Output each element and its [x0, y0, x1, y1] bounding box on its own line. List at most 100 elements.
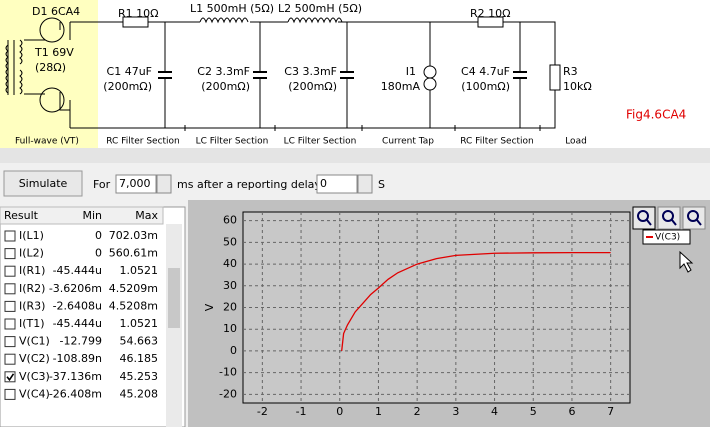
result-max: 1.0521	[120, 317, 159, 330]
result-name: V(C2)	[19, 352, 50, 365]
checkbox[interactable]	[4, 248, 16, 260]
section-label: Load	[565, 137, 587, 147]
x-tick-label: 4	[491, 405, 498, 418]
label: D1 6CA4	[32, 5, 80, 18]
result-max: 702.03m	[109, 229, 158, 242]
result-name: V(C4)	[19, 387, 50, 400]
table-header	[0, 206, 164, 225]
result-name: V(C1)	[19, 335, 50, 348]
column-header: Result	[4, 209, 39, 222]
section-label: LC Filter Section	[284, 137, 357, 147]
result-name: I(L1)	[19, 229, 44, 242]
checkbox[interactable]	[4, 283, 16, 295]
result-name: I(R2)	[19, 282, 45, 295]
result-name: I(R1)	[19, 264, 45, 277]
label: I1	[406, 65, 416, 78]
label: C3 3.3mF	[284, 65, 337, 78]
label: T1 69V	[34, 46, 74, 59]
zoom-icons	[637, 210, 702, 226]
simulate-button[interactable]	[3, 170, 83, 197]
input-value: 0	[320, 177, 327, 190]
checkbox[interactable]	[4, 388, 16, 400]
checkbox[interactable]	[4, 371, 16, 383]
h-scrollbar[interactable]	[0, 148, 710, 163]
result-name: V(C3)	[19, 370, 50, 383]
label: R1 10Ω	[118, 7, 159, 20]
result-min: -26.408m	[49, 387, 102, 400]
label: 10kΩ	[563, 80, 592, 93]
result-max: 560.61m	[109, 247, 158, 260]
x-tick-label: -2	[257, 405, 268, 418]
label: after a reporting delay of	[197, 178, 336, 191]
checkbox[interactable]	[4, 300, 16, 312]
figure-label: Fig4.6CA4	[626, 108, 686, 122]
result-name: I(T1)	[19, 317, 45, 330]
y-tick-label: 30	[223, 279, 237, 292]
label: (200mΩ)	[201, 80, 250, 93]
checkbox[interactable]	[4, 336, 16, 348]
result-min: -45.444u	[53, 317, 102, 330]
label: (100mΩ)	[461, 80, 510, 93]
result-max: 46.185	[120, 352, 159, 365]
label: (200mΩ)	[103, 80, 152, 93]
result-name: I(L2)	[19, 247, 44, 260]
series-line	[341, 251, 611, 351]
duration-input[interactable]	[115, 174, 157, 194]
x-tick-label: 1	[375, 405, 382, 418]
result-max: 1.0521	[120, 264, 159, 277]
checkbox[interactable]	[4, 353, 16, 365]
section-label: RC Filter Section	[460, 137, 534, 147]
label: 180mA	[381, 80, 421, 93]
label: For	[93, 178, 111, 191]
spinner[interactable]	[156, 174, 172, 194]
result-min: 0	[95, 247, 102, 260]
result-max: 45.208	[120, 387, 159, 400]
result-min: -37.136m	[49, 370, 102, 383]
x-tick-label: 6	[568, 405, 575, 418]
label: R3	[563, 65, 578, 78]
label: L1 500mH (5Ω)	[190, 2, 274, 15]
label: Full-wave (VT)	[15, 137, 79, 147]
label: ms	[177, 178, 194, 191]
label: S	[378, 178, 385, 191]
x-tick-label: 0	[336, 405, 343, 418]
scroll-thumb[interactable]	[168, 268, 180, 328]
result-min: -108.89n	[53, 352, 102, 365]
section-label: RC Filter Section	[106, 137, 180, 147]
label: C2 3.3mF	[197, 65, 250, 78]
checkbox[interactable]	[4, 318, 16, 330]
y-tick-label: -20	[219, 387, 237, 400]
label: L2 500mH (5Ω)	[278, 2, 362, 15]
delay-input[interactable]	[316, 174, 358, 194]
result-min: 0	[95, 229, 102, 242]
column-header: Min	[82, 209, 102, 222]
x-tick-label: 5	[530, 405, 537, 418]
label: (200mΩ)	[288, 80, 337, 93]
checkbox[interactable]	[4, 265, 16, 277]
x-tick-label: 3	[452, 405, 459, 418]
result-max: 4.5208m	[109, 299, 158, 312]
y-tick-label: 0	[230, 344, 237, 357]
label: (28Ω)	[35, 61, 66, 74]
results-table	[0, 206, 186, 427]
x-tick-label: 7	[607, 405, 614, 418]
x-tick-label: 2	[414, 405, 421, 418]
cursor	[679, 250, 694, 273]
result-max: 54.663	[120, 335, 159, 348]
column-header: Max	[135, 209, 158, 222]
legend-label: V(C3)	[655, 233, 680, 243]
y-tick-label: 20	[223, 301, 237, 314]
result-name: I(R3)	[19, 299, 45, 312]
checkbox[interactable]	[4, 230, 16, 242]
label: C1 47uF	[107, 65, 152, 78]
section-label: LC Filter Section	[196, 137, 269, 147]
result-max: 45.253	[120, 370, 159, 383]
section-label: Current Tap	[382, 137, 434, 147]
y-axis-label: V	[203, 303, 216, 311]
label: R2 10Ω	[470, 7, 511, 20]
spinner[interactable]	[357, 174, 373, 194]
result-min: -12.799	[60, 335, 102, 348]
legend	[642, 229, 691, 245]
y-tick-label: 50	[223, 235, 237, 248]
